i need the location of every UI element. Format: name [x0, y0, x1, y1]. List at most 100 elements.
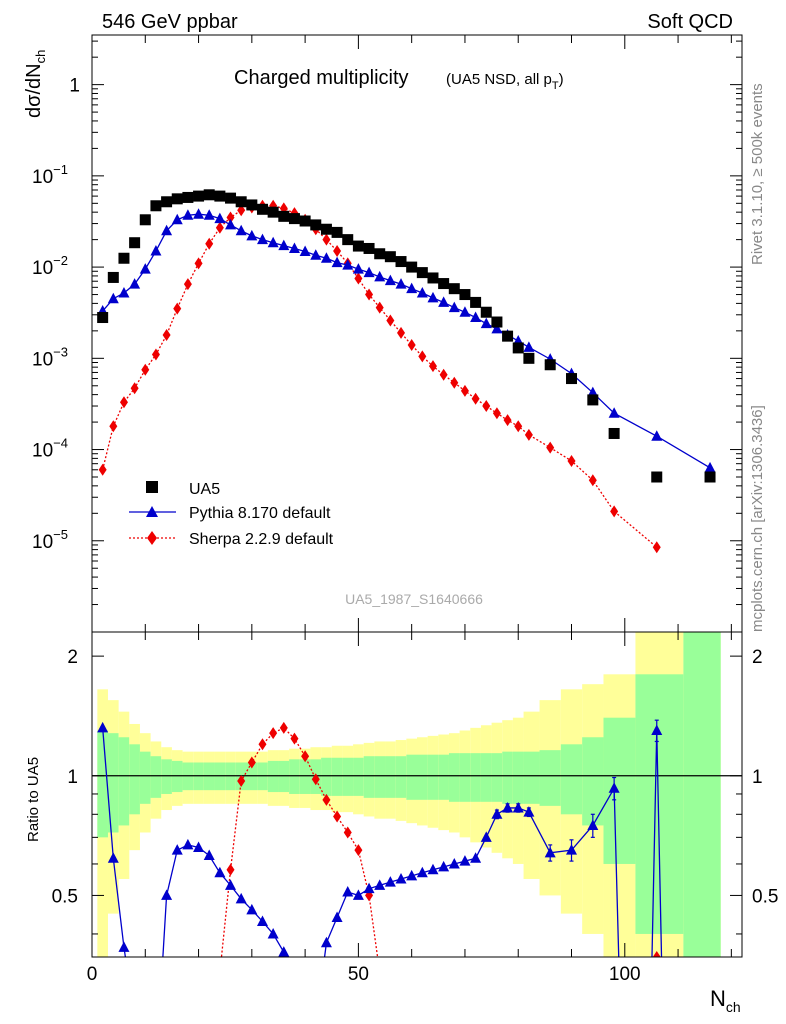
ua5-point [384, 251, 396, 263]
ua5-point [363, 242, 375, 254]
ua5-point [395, 256, 407, 268]
sherpa-point [610, 505, 619, 518]
sherpa-point [365, 288, 374, 301]
ratio-pythia-point [203, 849, 215, 861]
ratio-pythia-point [608, 782, 620, 793]
ratio-sherpa-point [237, 775, 246, 788]
ratio-sherpa-point [279, 721, 288, 734]
plot-subtitle: (UA5 NSD, all pT) [446, 71, 564, 92]
ratio-band-inner [267, 760, 279, 793]
sherpa-point [205, 237, 214, 250]
ua5-point [193, 190, 205, 202]
pythia-point [288, 242, 300, 253]
pythia-point [491, 322, 503, 334]
ua5-point [203, 189, 215, 201]
pythia-point [470, 311, 482, 323]
main-y-tick-label-exp: −3 [53, 344, 68, 359]
pythia-point [331, 256, 343, 268]
ua5-point [374, 248, 386, 260]
main-y-tick-label-exp: −1 [53, 162, 68, 177]
ratio-pythia-point [470, 852, 482, 863]
ratio-sherpa-point [343, 826, 352, 839]
x-tick-label: 50 [348, 964, 369, 985]
sherpa-point [98, 463, 107, 476]
sherpa-point [130, 382, 139, 395]
sherpa-point [141, 363, 150, 376]
ratio-sherpa-point [311, 773, 320, 786]
pythia-point [107, 292, 119, 304]
ratio-band-inner [502, 751, 513, 804]
ratio-pythia-point [427, 863, 439, 875]
ratio-y-tick-label-right: 0.5 [752, 886, 778, 907]
ratio-pythia-point [320, 936, 332, 948]
ua5-point [459, 289, 471, 301]
ratio-pythia-line [102, 727, 127, 957]
pythia-point [363, 266, 375, 278]
plot-title-main: Charged multiplicity [234, 67, 409, 89]
ratio-band-inner [342, 757, 354, 796]
ua5-point [438, 278, 450, 290]
ratio-pythia-point [587, 819, 599, 830]
pythia-point [459, 306, 471, 317]
ratio-pythia-point [246, 903, 258, 915]
sherpa-point [375, 301, 384, 314]
ratio-band-inner [321, 757, 332, 796]
sherpa-point [588, 474, 597, 487]
ua5-point [256, 203, 268, 215]
ua5-point [352, 240, 364, 252]
ratio-band-inner [683, 632, 721, 957]
y-axis-label-main-sub: ch [33, 50, 48, 64]
ua5-point [246, 199, 258, 211]
legend-label-sherpa: Sherpa 2.2.9 default [189, 531, 334, 548]
sherpa-point [397, 326, 406, 339]
sherpa-point [503, 414, 512, 427]
ua5-point [150, 200, 162, 212]
ratio-pythia-point [512, 801, 524, 813]
ua5-point [566, 373, 578, 385]
ua5-point [320, 223, 332, 235]
ratio-band-inner [406, 754, 417, 800]
ua5-point [161, 196, 173, 208]
ratio-band-inner [107, 733, 119, 833]
ratio-pythia-point [225, 879, 237, 890]
ua5-point [278, 210, 290, 222]
ratio-y-tick-label: 2 [67, 647, 78, 668]
ratio-pythia-point [267, 927, 279, 939]
main-y-tick-label-base: 10 [32, 349, 53, 370]
ratio-pythia-point [118, 941, 130, 952]
y-axis-label-ratio: Ratio to UA5 [25, 757, 42, 842]
pythia-point [704, 461, 716, 473]
sherpa-point [492, 407, 501, 420]
ratio-band-inner [150, 756, 162, 798]
pythia-point [395, 278, 407, 289]
main-y-tick-label-exp: −5 [53, 527, 68, 542]
ratio-frame [91, 631, 743, 958]
plot-title: Charged multiplicity [234, 67, 409, 89]
ratio-pythia-point [491, 808, 503, 819]
ratio-band-inner [353, 757, 364, 796]
sherpa-point [567, 454, 576, 467]
ratio-pythia-point [214, 866, 226, 878]
ratio-band-inner [363, 756, 375, 798]
pythia-point [651, 430, 663, 441]
x-axis-label: Nch [710, 986, 741, 1015]
main-y-tick-label-base: 10 [32, 167, 53, 188]
ratio-y-tick-label: 1 [67, 767, 78, 788]
ratio-pythia-point [278, 946, 290, 957]
sherpa-point [546, 441, 555, 454]
sherpa-point [173, 302, 182, 315]
sherpa-point [428, 360, 437, 373]
ratio-band-inner [139, 751, 151, 804]
pythia-point [352, 263, 364, 274]
sherpa-point [215, 221, 224, 234]
ratio-pythia-point [342, 886, 354, 897]
ratio-band-inner [480, 753, 492, 802]
ua5-point [587, 394, 599, 406]
ratio-pythia-point [374, 879, 386, 890]
pythia-point [267, 236, 279, 248]
pythia-point [118, 286, 130, 298]
sherpa-point [407, 338, 416, 351]
legend: UA5 Pythia 8.170 default Sherpa 2.2.9 de… [129, 481, 334, 548]
sherpa-point [482, 400, 491, 413]
main-y-tick-label-base: 10 [32, 532, 53, 553]
